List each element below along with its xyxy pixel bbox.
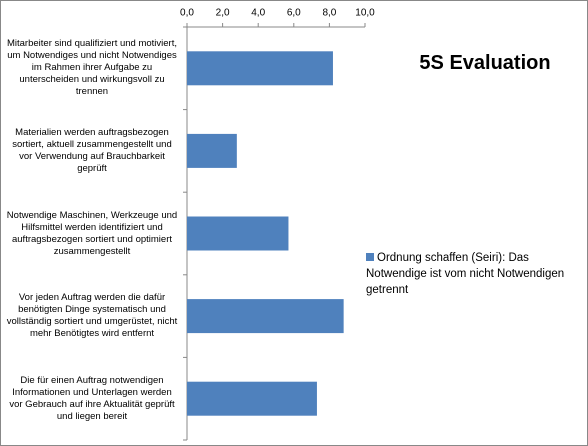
x-tick-label: 8,0 xyxy=(322,8,336,19)
x-tick-label: 10,0 xyxy=(355,8,375,19)
bar xyxy=(187,381,317,416)
y-tick-label: Die für einen Auftrag notwendigen Inform… xyxy=(9,374,175,422)
x-tick-label: 4,0 xyxy=(251,8,265,19)
bar xyxy=(187,299,344,334)
x-tick-label: 0,0 xyxy=(180,8,194,19)
y-tick-label: Notwendige Maschinen, Werkzeuge und Hilf… xyxy=(6,209,178,257)
legend-swatch xyxy=(366,253,374,261)
x-tick-label: 2,0 xyxy=(216,8,230,19)
bar xyxy=(187,216,289,251)
chart-title: 5S Evaluation xyxy=(419,52,551,74)
y-tick-label: Mitarbeiter sind qualifiziert und motivi… xyxy=(6,38,177,98)
legend: Ordnung schaffen (Seiri): Das Notwendige… xyxy=(366,250,581,298)
y-tick-label: Materialien werden auftragsbezogen sorti… xyxy=(12,126,172,174)
x-tick-label: 6,0 xyxy=(287,8,301,19)
y-tick-label: Vor jeden Auftrag werden die dafür benöt… xyxy=(6,292,178,340)
bar xyxy=(187,51,333,86)
legend-label: Ordnung schaffen (Seiri): Das Notwendige… xyxy=(366,252,565,296)
bar xyxy=(187,133,237,168)
